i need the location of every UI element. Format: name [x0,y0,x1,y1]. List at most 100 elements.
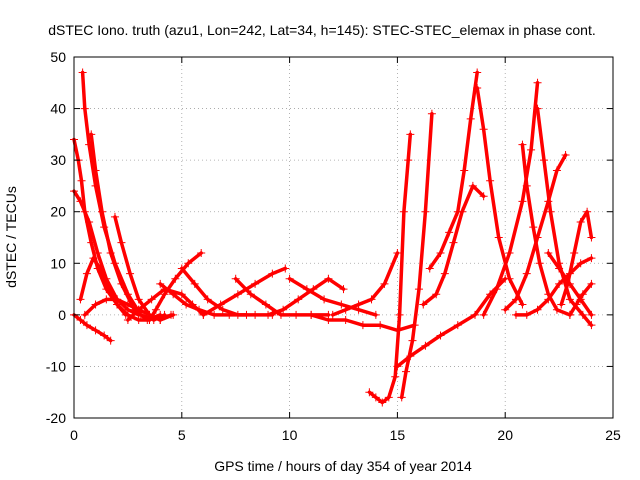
data-point-marker [80,104,89,113]
data-point-marker [95,264,104,273]
data-point-marker [561,150,570,159]
data-point-marker [341,316,350,325]
data-point-marker [231,274,240,283]
data-point-marker [76,295,85,304]
data-point-marker [421,341,430,350]
data-point-marker [251,310,260,319]
series-line [266,277,346,317]
data-point-marker [479,125,488,134]
data-point-marker [376,321,385,330]
data-point-marker [341,305,350,314]
series-arc-p [285,274,380,319]
series-line [158,282,249,317]
data-point-marker [402,367,411,376]
data-point-marker [121,310,130,319]
y-axis-ticks: -20 -10 0 10 20 30 40 50 [46,49,613,426]
data-point-marker [533,78,542,87]
data-point-marker [156,279,165,288]
data-point-marker [557,300,566,309]
chart-title: dSTEC Iono. truth (azu1, Lon=242, Lat=34… [48,22,595,38]
data-point-marker [518,300,527,309]
data-point-marker [533,104,542,113]
data-point-marker [113,295,122,304]
data-point-marker [147,295,156,304]
series-arc-t [397,109,436,402]
data-point-marker [324,316,333,325]
data-point-marker [102,295,111,304]
series-line [514,256,594,317]
x-tick-label: 10 [282,427,298,443]
series-line [481,81,540,317]
data-point-marker [535,259,544,268]
data-point-marker [264,310,273,319]
data-point-marker [527,145,536,154]
series-arc-ae [511,254,596,319]
data-point-marker [406,352,415,361]
series-arc-f [76,254,130,319]
series-line [559,209,594,307]
data-point-marker [261,300,270,309]
x-tick-label: 20 [497,427,513,443]
data-point-marker [522,269,531,278]
data-point-marker [578,310,587,319]
data-point-marker [134,305,143,314]
data-point-marker [85,218,94,227]
data-point-marker [587,254,596,263]
data-point-marker [371,310,380,319]
data-point-marker [570,248,579,257]
y-tick-label: 20 [50,204,66,220]
data-point-marker [171,274,180,283]
y-tick-label: -20 [46,410,66,426]
series-line [475,86,525,307]
data-point-marker [501,305,510,314]
series-arc-u [393,274,510,371]
data-point-marker [106,248,115,257]
y-axis-label: dSTEC / TECUs [3,186,19,288]
data-point-marker [583,207,592,216]
data-point-marker [518,197,527,206]
data-point-marker [285,274,294,283]
data-point-marker [177,290,186,299]
data-point-marker [518,140,527,149]
series-line [72,313,113,343]
data-point-marker [578,290,587,299]
data-point-marker [565,269,574,278]
data-point-marker [292,310,301,319]
data-series [70,68,596,407]
series-arc-d [70,310,115,345]
series-arc-v [425,68,482,273]
data-point-marker [320,295,329,304]
data-point-marker [82,321,91,330]
data-point-marker [123,316,132,325]
data-point-marker [522,310,531,319]
data-point-marker [117,279,126,288]
data-point-marker [414,285,423,294]
data-point-marker [404,156,413,165]
data-point-marker [307,310,316,319]
data-point-marker [533,233,542,242]
data-point-marker [406,130,415,139]
data-point-marker [104,285,113,294]
data-point-marker [572,300,581,309]
data-point-marker [182,300,191,309]
x-tick-label: 5 [178,427,186,443]
data-point-marker [268,269,277,278]
data-point-marker [367,295,376,304]
x-tick-label: 15 [390,427,406,443]
data-point-marker [427,109,436,118]
data-point-marker [203,295,212,304]
data-point-marker [339,285,348,294]
data-point-marker [302,285,311,294]
x-axis-label: GPS time / hours of day 354 of year 2014 [214,458,472,474]
data-point-marker [576,218,585,227]
data-point-marker [546,207,555,216]
data-point-marker [505,248,514,257]
data-point-marker [76,197,85,206]
data-point-marker [365,388,374,397]
data-point-marker [473,68,482,77]
data-point-marker [78,68,87,77]
data-point-marker [106,336,115,345]
data-point-marker [458,207,467,216]
data-point-marker [80,310,89,319]
data-point-marker [91,300,100,309]
